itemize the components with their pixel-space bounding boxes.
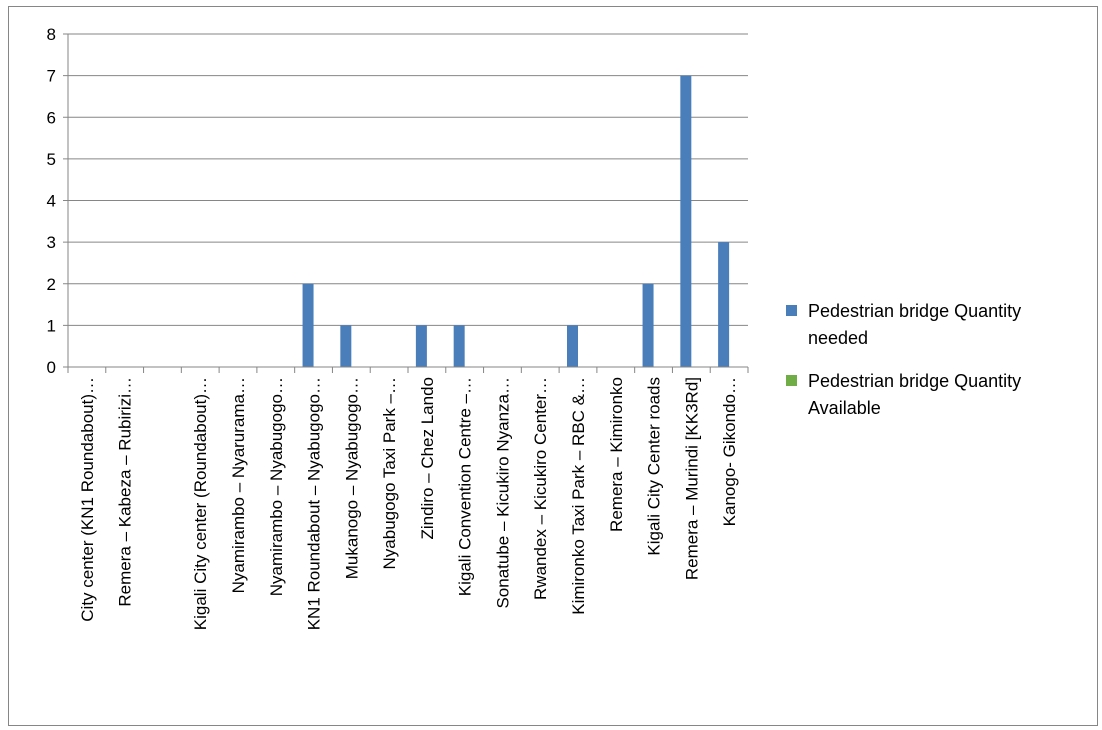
bar-needed bbox=[642, 283, 654, 367]
bar-chart: 0 1 2 3 4 5 6 7 8 City center (KN1 Roundabout)… R… bbox=[47, 25, 1022, 630]
chart-area: 0 1 2 3 4 5 6 7 8 City center (KN1 Roundabout)… R… bbox=[8, 6, 1098, 726]
legend-label: Pedestrian bridge Quantity bbox=[808, 371, 1021, 391]
x-category-label: Sonatube – Kicukiro Nyanza… bbox=[493, 377, 512, 609]
y-tick-label: 2 bbox=[47, 275, 56, 294]
y-tick-label: 0 bbox=[47, 358, 56, 377]
legend-label: Pedestrian bridge Quantity bbox=[808, 301, 1021, 321]
x-axis-category-labels: City center (KN1 Roundabout)… Remera – Ka… bbox=[78, 377, 739, 630]
x-category-label: Mukanogo – Nyabugogo… bbox=[342, 377, 361, 579]
y-tick-label: 5 bbox=[47, 150, 56, 169]
x-category-label: Kigali City center (Roundabout)… bbox=[191, 377, 210, 630]
x-category-label: Rwandex – Kicukiro Center… bbox=[531, 377, 550, 600]
y-tick-label: 6 bbox=[47, 108, 56, 127]
x-category-label: Remera – Murindi [KK3Rd] bbox=[682, 377, 701, 580]
x-category-label: KN1 Roundabout – Nyabugogo… bbox=[305, 377, 324, 630]
legend-swatch-needed bbox=[786, 305, 797, 316]
x-category-label: Zindiro – Chez Lando bbox=[418, 377, 437, 540]
bar-needed bbox=[415, 325, 427, 367]
bar-needed bbox=[718, 242, 730, 367]
legend: Pedestrian bridge Quantity needed Pedestri… bbox=[786, 301, 1021, 418]
legend-swatch-available bbox=[786, 375, 797, 386]
bar-needed bbox=[680, 75, 692, 367]
bar-needed bbox=[340, 325, 352, 367]
x-category-label: Kanogo- Gikondo… bbox=[720, 377, 739, 526]
x-category-label: Nyabugogo Taxi Park –… bbox=[380, 377, 399, 569]
x-category-label: Kimironko Taxi Park – RBC &… bbox=[569, 377, 588, 615]
x-category-label: Nyamirambo – Nyarurama… bbox=[229, 377, 248, 593]
bar-needed bbox=[453, 325, 465, 367]
y-tick-label: 1 bbox=[47, 316, 56, 335]
y-tick-label: 8 bbox=[47, 25, 56, 44]
x-category-label: Remera – Kimironko bbox=[607, 377, 626, 532]
bar-needed bbox=[302, 283, 314, 367]
y-tick-label: 7 bbox=[47, 67, 56, 86]
x-category-label: Kigali City Center roads bbox=[645, 377, 664, 556]
x-category-label: Nyamirambo – Nyabugogo… bbox=[267, 377, 286, 596]
y-tick-label: 3 bbox=[47, 233, 56, 252]
legend-label: Available bbox=[808, 398, 881, 418]
bar-needed bbox=[567, 325, 578, 367]
x-category-label: Remera – Kabeza – Rubirizi… bbox=[116, 377, 135, 607]
x-category-label: Kigali Convention Centre –… bbox=[456, 377, 475, 596]
gridlines bbox=[68, 33, 748, 326]
y-axis-tick-labels: 0 1 2 3 4 5 6 7 8 bbox=[47, 25, 56, 377]
legend-label: needed bbox=[808, 328, 868, 348]
bars bbox=[302, 75, 730, 367]
axes bbox=[63, 33, 749, 373]
y-tick-label: 4 bbox=[47, 192, 56, 211]
x-category-label: City center (KN1 Roundabout)… bbox=[78, 377, 97, 622]
